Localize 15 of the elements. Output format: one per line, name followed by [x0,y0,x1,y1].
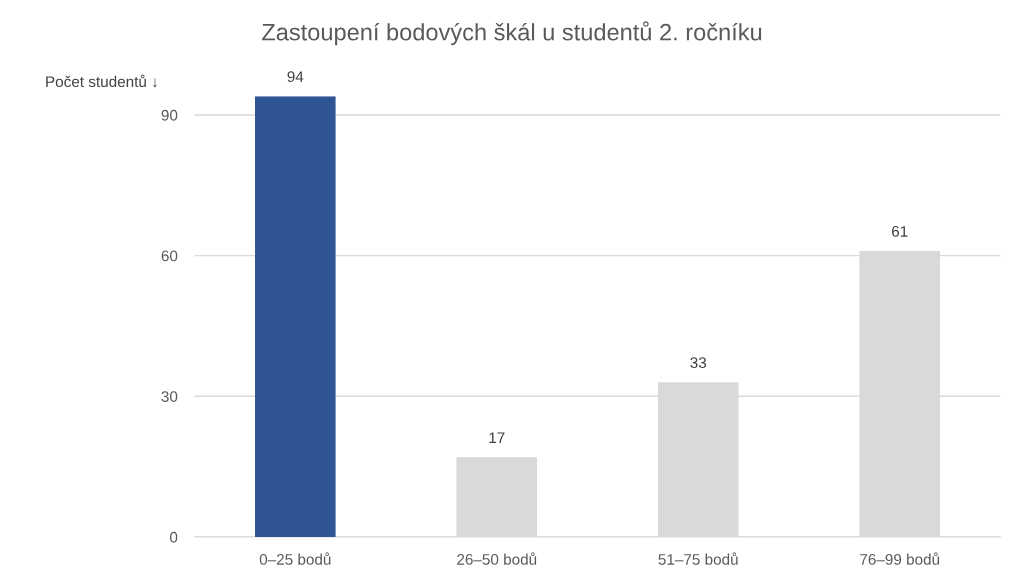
data-label: 61 [891,225,908,237]
data-label: 33 [690,357,707,369]
bar [255,96,336,537]
x-tick-label: 76–99 bodů [860,552,940,565]
y-tick-label: 0 [169,531,178,543]
y-tick-label: 30 [161,391,178,402]
y-axis-title: Počet studentů ↓ [46,74,157,88]
data-label: 94 [287,71,304,83]
x-tick-label: 0–25 bodů [259,552,331,565]
chart-title: Zastoupení bodových škál u studentů 2. ročníku [262,21,762,46]
y-tick-label: 60 [161,250,178,262]
x-tick-label: 51–75 bodů [658,552,738,565]
y-tick-label: 90 [161,109,178,121]
data-label: 17 [489,432,505,443]
x-tick-label: 26–50 bodů [457,552,537,565]
